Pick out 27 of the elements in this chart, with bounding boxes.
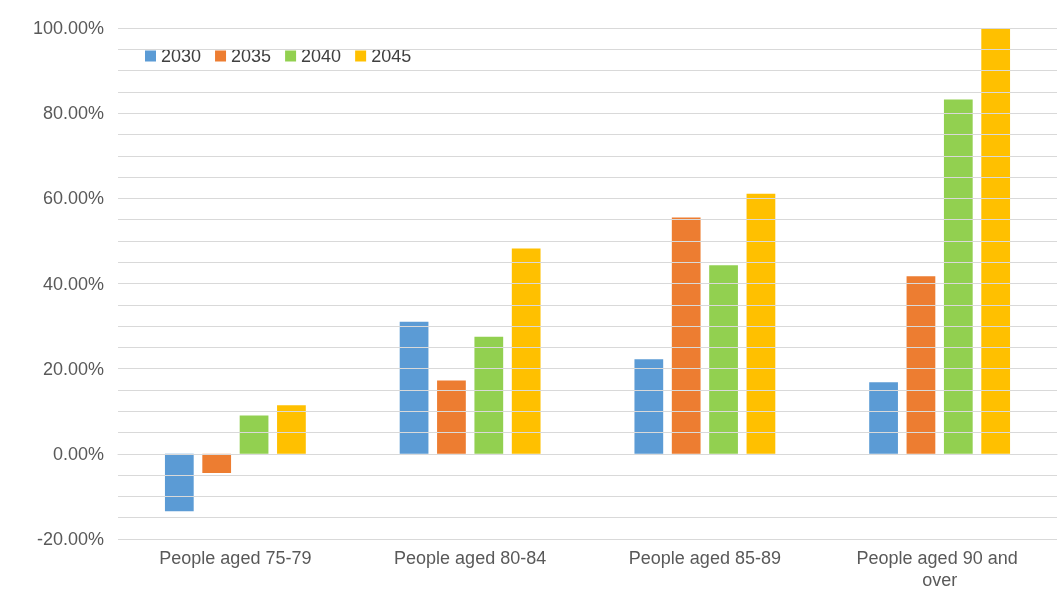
bar — [399, 321, 429, 454]
bar — [474, 336, 504, 454]
bar — [277, 405, 306, 454]
x-tick-label: People aged 90 and over — [856, 548, 1023, 590]
bar — [943, 99, 973, 454]
bar — [202, 453, 232, 473]
x-tick-label: People aged 75-79 — [159, 548, 312, 568]
bar — [437, 380, 466, 454]
bar — [671, 217, 701, 454]
bar — [634, 359, 664, 454]
x-tick-label: People aged 85-89 — [628, 548, 781, 568]
y-tick-label: 0.00% — [52, 443, 104, 464]
bar — [981, 28, 1011, 454]
x-tick-label: People aged 80-84 — [394, 548, 547, 568]
y-tick-label: 40.00% — [42, 273, 104, 294]
y-tick-label: 60.00% — [42, 188, 104, 209]
bar — [164, 453, 194, 512]
y-tick-label: 80.00% — [42, 103, 104, 124]
y-tick-label: 20.00% — [42, 358, 104, 379]
bar — [239, 415, 269, 454]
y-tick-label: 100.00% — [32, 18, 104, 38]
bar — [906, 276, 936, 454]
bar — [511, 248, 541, 454]
y-tick-label: -20.00% — [36, 529, 104, 549]
bar — [869, 382, 898, 454]
bar — [709, 265, 738, 454]
bar — [746, 193, 776, 454]
